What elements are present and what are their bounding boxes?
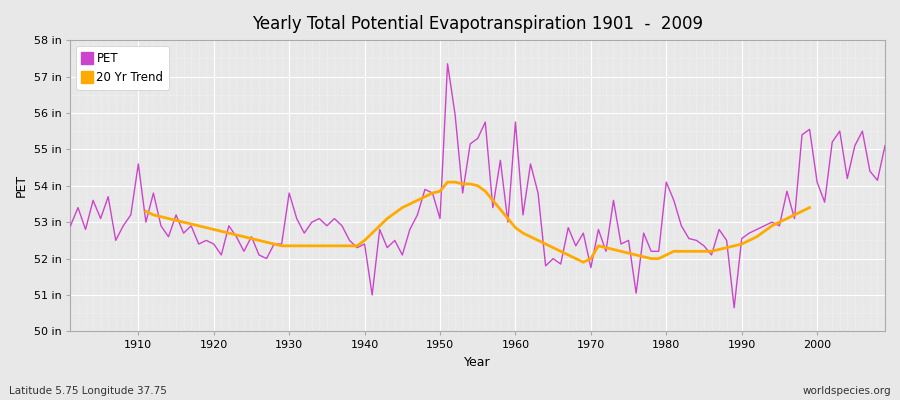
- Text: Latitude 5.75 Longitude 37.75: Latitude 5.75 Longitude 37.75: [9, 386, 166, 396]
- X-axis label: Year: Year: [464, 356, 491, 369]
- Y-axis label: PET: PET: [15, 174, 28, 197]
- Title: Yearly Total Potential Evapotranspiration 1901  -  2009: Yearly Total Potential Evapotranspiratio…: [252, 15, 703, 33]
- Text: worldspecies.org: worldspecies.org: [803, 386, 891, 396]
- Legend: PET, 20 Yr Trend: PET, 20 Yr Trend: [76, 46, 169, 90]
